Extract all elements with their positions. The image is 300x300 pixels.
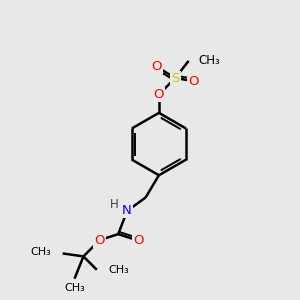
Text: O: O [188, 74, 199, 88]
Text: S: S [171, 72, 179, 85]
Text: H: H [110, 198, 119, 211]
Text: O: O [152, 60, 162, 73]
Text: O: O [154, 88, 164, 101]
Text: CH₃: CH₃ [64, 283, 85, 292]
Text: N: N [122, 204, 132, 218]
Text: CH₃: CH₃ [198, 54, 220, 67]
Text: CH₃: CH₃ [108, 265, 129, 275]
Text: O: O [133, 234, 143, 247]
Text: CH₃: CH₃ [31, 247, 51, 257]
Text: O: O [94, 234, 105, 247]
